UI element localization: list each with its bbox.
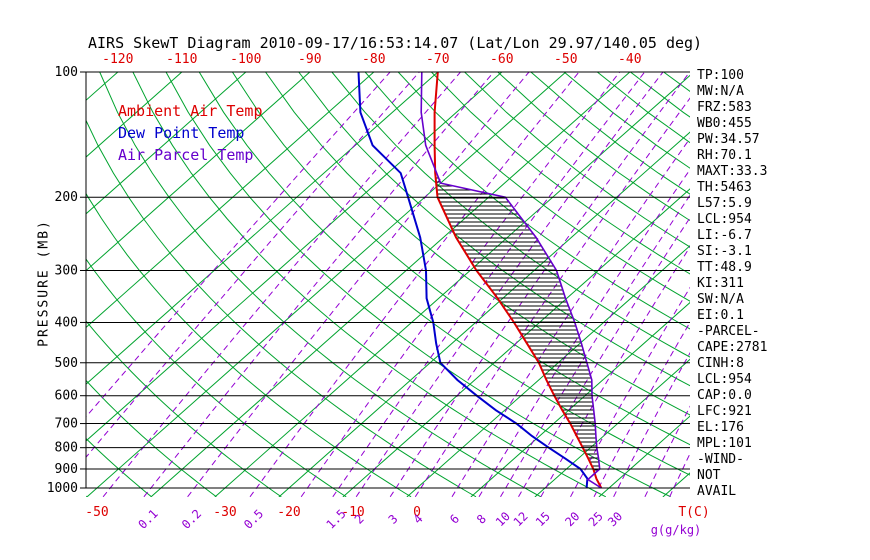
- stat-line: NOT: [697, 468, 721, 483]
- svg-text:-100: -100: [230, 52, 261, 67]
- svg-text:-110: -110: [166, 52, 197, 67]
- stat-line: LCL:954: [697, 212, 752, 227]
- temp-unit-label: T(C): [678, 505, 709, 520]
- stat-line: LFC:921: [697, 404, 752, 419]
- stat-line: LI:-6.7: [697, 228, 752, 243]
- stat-line: -WIND-: [697, 452, 744, 467]
- dry-adiabat-lines: [86, 72, 690, 497]
- svg-text:-30: -30: [213, 505, 236, 520]
- stat-line: -PARCEL-: [697, 324, 760, 339]
- svg-text:0.2: 0.2: [179, 507, 204, 532]
- stat-line: L57:5.9: [697, 196, 752, 211]
- stat-line: SW:N/A: [697, 292, 744, 307]
- svg-text:-120: -120: [102, 52, 133, 67]
- svg-text:-50: -50: [85, 505, 108, 520]
- svg-text:20: 20: [562, 509, 582, 529]
- svg-text:600: 600: [55, 389, 78, 404]
- chart-title: AIRS SkewT Diagram 2010-09-17/16:53:14.0…: [88, 34, 703, 52]
- svg-text:-10: -10: [341, 505, 364, 520]
- svg-text:0.5: 0.5: [241, 507, 266, 532]
- stat-line: CAP:0.0: [697, 388, 752, 403]
- dew-point-temp-curve: [357, 72, 589, 489]
- svg-text:500: 500: [55, 356, 78, 371]
- cape-hatch: [435, 177, 600, 471]
- bottom-temp-tick-labels: -50 -30 -20 -10 0: [85, 505, 421, 520]
- svg-text:8: 8: [474, 512, 489, 527]
- svg-text:300: 300: [55, 264, 78, 279]
- stat-line: TT:48.9: [697, 260, 752, 275]
- stat-line: FRZ:583: [697, 100, 752, 115]
- svg-text:400: 400: [55, 316, 78, 331]
- stat-line: MAXT:33.3: [697, 164, 768, 179]
- svg-text:15: 15: [533, 509, 553, 529]
- stat-line: AVAIL: [697, 484, 737, 499]
- legend-item: Dew Point Temp: [118, 124, 245, 142]
- stat-line: KI:311: [697, 276, 744, 291]
- svg-text:-40: -40: [618, 52, 641, 67]
- svg-text:700: 700: [55, 417, 78, 432]
- isotherm-lines: [86, 72, 690, 497]
- legend-item: Ambient Air Temp: [118, 102, 263, 120]
- mixing-ratio-lines: [86, 72, 690, 497]
- svg-text:30: 30: [605, 509, 625, 529]
- stat-line: WB0:455: [697, 116, 752, 131]
- stat-line: MPL:101: [697, 436, 752, 451]
- mixing-unit-label: g(g/kg): [651, 523, 702, 537]
- top-temp-tick-labels: -120 -110 -100 -90 -80 -70 -60 -50 -40: [102, 52, 641, 67]
- svg-text:100: 100: [55, 65, 78, 80]
- svg-text:800: 800: [55, 441, 78, 456]
- stat-line: SI:-3.1: [697, 244, 752, 259]
- legend: Ambient Air Temp Dew Point Temp Air Parcel…: [118, 100, 263, 166]
- svg-text:3: 3: [386, 512, 401, 527]
- svg-text:0.1: 0.1: [135, 507, 160, 532]
- svg-text:6: 6: [447, 512, 462, 527]
- stat-line: CINH:8: [697, 356, 744, 371]
- stat-line: CAPE:2781: [697, 340, 768, 355]
- svg-text:12: 12: [511, 509, 531, 529]
- svg-text:-90: -90: [298, 52, 321, 67]
- stat-line: EL:176: [697, 420, 744, 435]
- stat-line: TP:100: [697, 68, 744, 83]
- legend-item: Air Parcel Temp: [118, 146, 254, 164]
- stat-line: MW:N/A: [697, 84, 744, 99]
- stat-line: LCL:954: [697, 372, 752, 387]
- svg-text:-50: -50: [554, 52, 577, 67]
- svg-text:25: 25: [586, 509, 606, 529]
- svg-text:-20: -20: [277, 505, 300, 520]
- svg-text:-70: -70: [426, 52, 449, 67]
- pressure-tick-labels: 100 200 300 400 500 600 700 800 900 1000: [47, 65, 78, 496]
- stat-line: TH:5463: [697, 180, 752, 195]
- svg-text:200: 200: [55, 190, 78, 205]
- svg-text:-60: -60: [490, 52, 513, 67]
- pressure-grid-lines: [80, 71, 690, 489]
- stats-panel: TP:100 MW:N/A FRZ:583 WB0:455 PW:34.57 RH:70.…: [697, 68, 867, 500]
- stat-line: EI:0.1: [697, 308, 744, 323]
- svg-text:0: 0: [413, 505, 421, 520]
- stat-line: PW:34.57: [697, 132, 760, 147]
- plot-area: [86, 72, 690, 497]
- svg-text:900: 900: [55, 462, 78, 477]
- svg-text:-80: -80: [362, 52, 385, 67]
- svg-text:1000: 1000: [47, 481, 78, 496]
- stat-line: RH:70.1: [697, 148, 752, 163]
